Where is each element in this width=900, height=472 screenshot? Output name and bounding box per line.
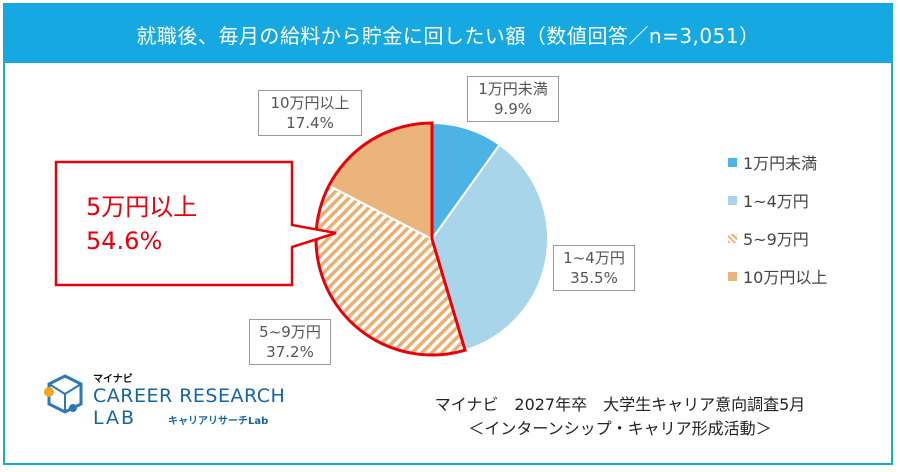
legend-item: 1万円未満 <box>728 143 827 181</box>
label-name: 10万円以上 <box>270 94 350 112</box>
legend-item: 5~9万円 <box>728 219 827 257</box>
label-value: 9.9% <box>493 100 533 118</box>
logo-lab: LAB <box>93 407 137 429</box>
legend-label: 5~9万円 <box>743 230 809 249</box>
label-value: 35.5% <box>570 269 618 287</box>
legend-label: 1~4万円 <box>743 192 809 211</box>
highlight-value: 54.6% <box>86 227 163 255</box>
label-over-10man: 10万円以上 17.4% <box>258 90 362 136</box>
legend-swatch <box>728 233 737 243</box>
chart-title: 就職後、毎月の給料から貯金に回したい額（数値回答／n=3,051） <box>5 5 891 63</box>
callout-box <box>54 160 337 287</box>
highlight-callout: 5万円以上 54.6% <box>86 190 197 258</box>
label-name: 5~9万円 <box>259 323 321 341</box>
legend-swatch <box>728 157 737 167</box>
label-value: 37.2% <box>266 343 314 361</box>
pie-slice <box>430 143 549 352</box>
label-5-9man: 5~9万円 37.2% <box>249 319 331 365</box>
legend-item: 1~4万円 <box>728 181 827 219</box>
label-under-1man: 1万円未満 9.9% <box>467 76 559 122</box>
source-line2: ＜インターンシップ・キャリア形成活動＞ <box>468 419 772 438</box>
logo-icon <box>44 374 83 414</box>
legend-item: 10万円以上 <box>728 257 827 295</box>
logo-main: CAREER RESEARCH <box>93 385 286 407</box>
highlight-label: 5万円以上 <box>86 193 198 221</box>
legend-label: 1万円未満 <box>743 154 818 173</box>
label-value: 17.4% <box>286 114 334 132</box>
logo-lab-sub: キャリアリサーチLab <box>168 416 269 427</box>
highlight-outline <box>314 121 467 357</box>
logo-sub: マイナビ <box>93 374 133 385</box>
label-1-4man: 1~4万円 35.5% <box>553 245 635 291</box>
legend-label: 10万円以上 <box>743 268 828 287</box>
source-line1: マイナビ 2027年卒 大学生キャリア意向調査5月 <box>434 395 806 414</box>
label-name: 1~4万円 <box>563 249 625 267</box>
label-name: 1万円未満 <box>478 80 548 98</box>
legend-swatch <box>728 195 737 205</box>
chart-legend: 1万円未満 1~4万円 5~9万円 10万円以上 <box>728 143 827 295</box>
legend-swatch <box>728 271 737 281</box>
source-note: マイナビ 2027年卒 大学生キャリア意向調査5月 ＜インターンシップ・キャリア… <box>380 393 860 441</box>
